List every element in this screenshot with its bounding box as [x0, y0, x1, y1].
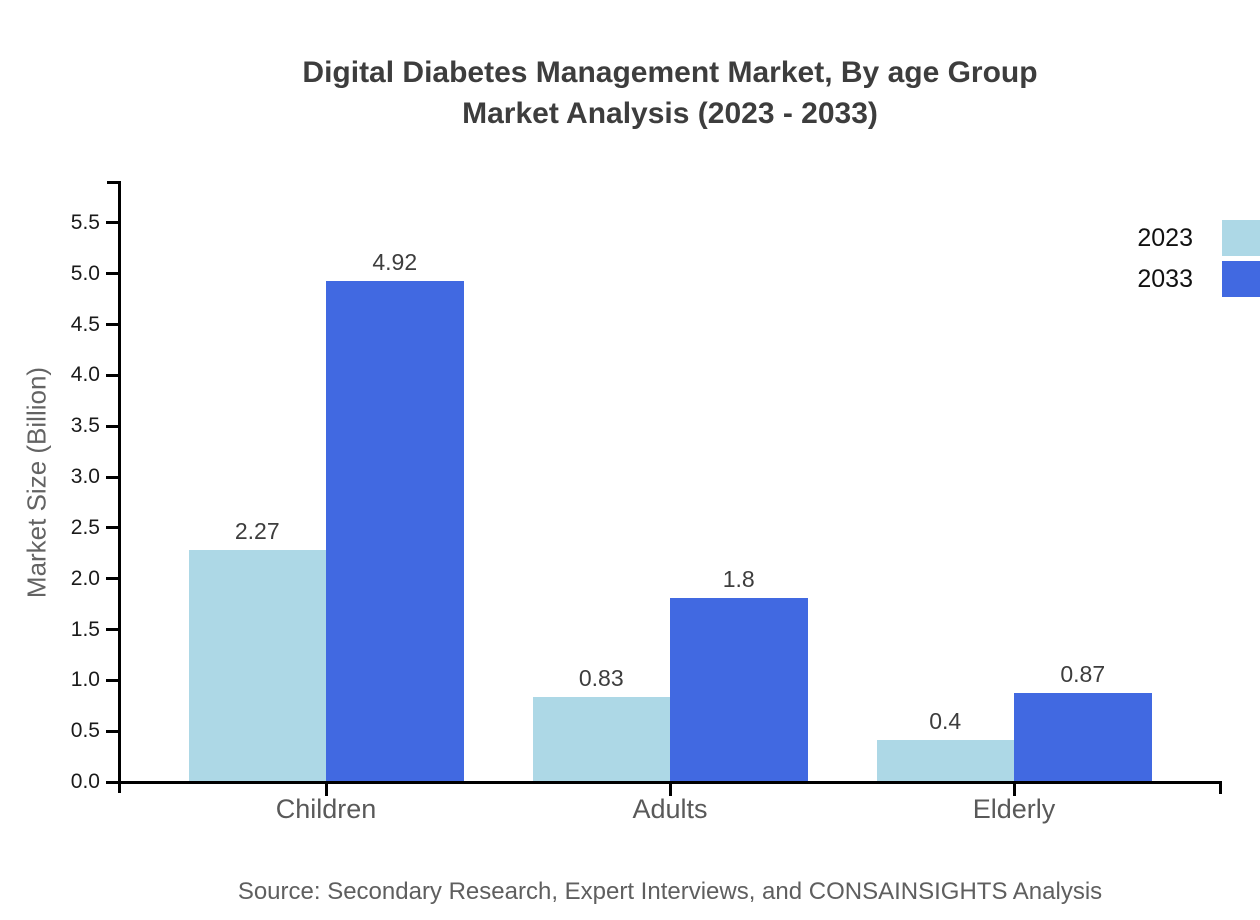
y-tick-label: 1.0 — [70, 668, 100, 692]
bar-value-label: 0.87 — [1060, 660, 1106, 687]
y-tick-mark — [106, 577, 118, 581]
y-tick-label: 5.0 — [70, 261, 100, 285]
bar-value-label: 2.27 — [234, 518, 280, 545]
bar-value-label: 1.8 — [722, 566, 755, 593]
y-tick-mark — [106, 373, 118, 377]
bar-2023-elderly — [876, 740, 1014, 781]
legend-label-2023: 2023 — [1137, 224, 1193, 252]
bar-2033-adults — [670, 598, 808, 781]
y-tick-mark — [106, 678, 118, 682]
y-tick-mark — [106, 475, 118, 479]
bar-value-label: 0.83 — [578, 664, 624, 691]
category-label-elderly: Elderly — [972, 794, 1056, 824]
y-axis-top-cap — [107, 181, 119, 184]
y-tick-label: 2.0 — [70, 566, 100, 590]
y-tick-mark — [106, 424, 118, 428]
y-tick-mark — [106, 628, 118, 632]
x-tick-mark — [668, 784, 672, 796]
category-label-children: Children — [275, 794, 377, 824]
y-tick-mark — [106, 323, 118, 327]
legend: 2023 2033 — [1040, 220, 1260, 302]
y-tick-mark — [106, 780, 118, 784]
chart-title-line-2: Market Analysis (2023 - 2033) — [462, 97, 878, 130]
y-tick-label: 2.5 — [70, 515, 100, 539]
y-tick-mark — [106, 221, 118, 225]
y-tick-label: 0.5 — [70, 719, 100, 743]
bar-2033-children — [326, 280, 464, 781]
bar-2023-adults — [532, 696, 670, 781]
chart-title: Digital Diabetes Management Market, By a… — [0, 52, 1260, 134]
y-tick-label: 4.0 — [70, 363, 100, 387]
source-note: Source: Secondary Research, Expert Inter… — [237, 878, 1103, 905]
x-tick-mark — [1012, 784, 1016, 796]
y-axis-line — [118, 181, 121, 793]
legend-item-2033: 2033 — [1040, 261, 1260, 297]
y-tick-label: 3.5 — [70, 414, 100, 438]
legend-item-2023: 2023 — [1040, 220, 1260, 256]
legend-swatch-2033 — [1222, 261, 1260, 297]
y-tick-mark — [106, 729, 118, 733]
y-tick-label: 0.0 — [70, 770, 100, 793]
y-tick-label: 5.5 — [70, 210, 100, 234]
x-tick-mark — [324, 784, 328, 796]
y-tick-label: 1.5 — [70, 617, 100, 641]
y-tick-label: 4.5 — [70, 312, 100, 336]
x-axis-right-cap — [1219, 784, 1222, 794]
bar-2033-elderly — [1014, 692, 1152, 781]
chart-title-line-1: Digital Diabetes Management Market, By a… — [302, 56, 1038, 89]
category-label-adults: Adults — [632, 794, 708, 824]
bar-2023-children — [188, 550, 326, 781]
legend-label-2033: 2033 — [1137, 265, 1193, 293]
bar-value-label: 4.92 — [372, 248, 418, 275]
y-tick-mark — [106, 526, 118, 530]
x-axis-line — [118, 781, 1222, 784]
y-tick-mark — [106, 272, 118, 276]
y-tick-label: 3.0 — [70, 465, 100, 489]
legend-swatch-2023 — [1222, 220, 1260, 256]
bar-value-label: 0.4 — [929, 708, 962, 735]
